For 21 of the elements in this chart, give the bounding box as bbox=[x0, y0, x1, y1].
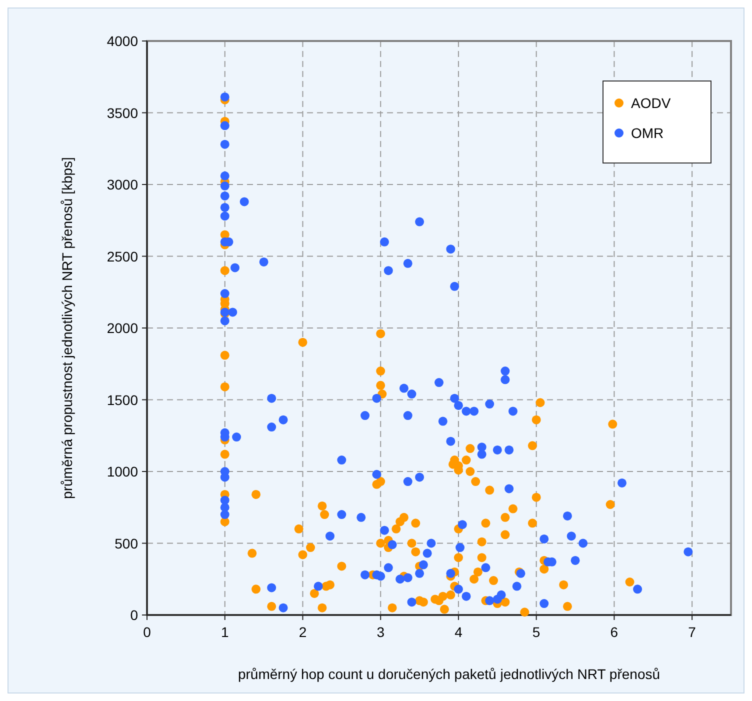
y-tick-label: 2000 bbox=[106, 320, 138, 336]
x-tick-label: 6 bbox=[610, 624, 618, 640]
y-tick-label: 0 bbox=[130, 607, 138, 623]
y-axis-title: průměrná propustnost jednotlivých NRT přenosů [kbps] bbox=[59, 157, 75, 499]
x-tick-label: 4 bbox=[454, 624, 463, 640]
y-tick-label: 500 bbox=[114, 535, 138, 552]
y-tick-label: 4000 bbox=[106, 33, 138, 49]
y-tick-label: 3000 bbox=[106, 176, 138, 192]
y-tick-label: 1000 bbox=[106, 464, 138, 480]
x-tick-label: 2 bbox=[298, 624, 307, 640]
x-tick-label: 5 bbox=[532, 624, 540, 640]
y-tick-label: 3500 bbox=[106, 104, 138, 121]
x-tick-label: 0 bbox=[143, 624, 152, 640]
x-tick-label: 3 bbox=[376, 624, 385, 640]
x-tick-label: 1 bbox=[220, 624, 229, 640]
legend-label: OMR bbox=[631, 125, 664, 141]
x-tick-label: 7 bbox=[688, 624, 696, 640]
y-tick-label: 2500 bbox=[106, 248, 138, 264]
x-axis-title: průměrný hop count u doručených paketů jednotlivých NRT přenosů bbox=[238, 666, 660, 682]
y-tick-label: 1500 bbox=[106, 392, 138, 408]
legend-label: AODV bbox=[631, 95, 672, 111]
